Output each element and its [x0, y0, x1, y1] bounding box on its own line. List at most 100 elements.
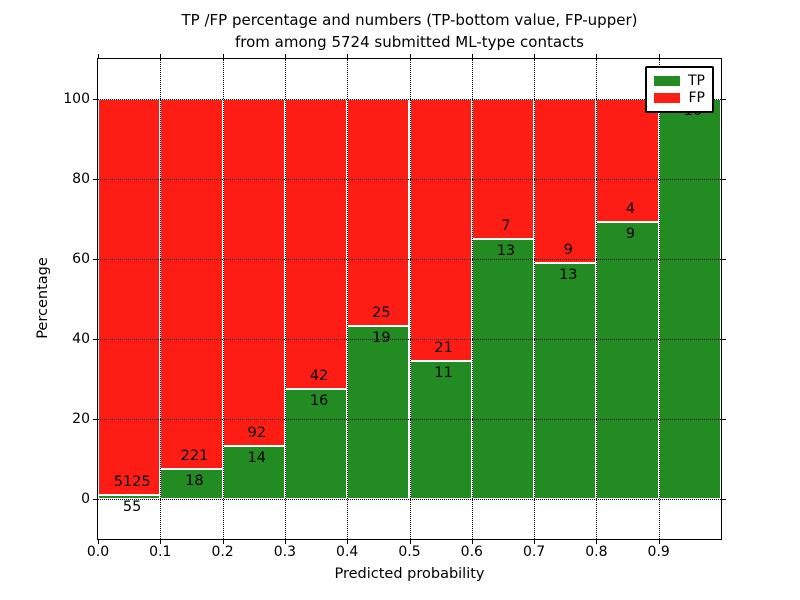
x-tick-mark: [596, 540, 598, 544]
y-tick-mark: [93, 99, 97, 100]
y-tick-mark-right: [722, 99, 726, 100]
bar-segment-tp: [347, 326, 410, 499]
y-tick-label: 60: [72, 251, 90, 267]
y-tick-mark-right: [722, 339, 726, 340]
x-tick-mark: [534, 540, 536, 544]
y-tick-mark-right: [722, 499, 726, 500]
y-tick-mark: [93, 339, 97, 340]
legend-entry-fp: FP: [654, 90, 705, 106]
x-tick-label: 0.3: [273, 544, 297, 560]
legend: TP FP: [645, 66, 714, 113]
x-tick-mark: [347, 540, 349, 544]
y-axis-label: Percentage: [35, 257, 51, 339]
bar-segment-tp: [596, 222, 659, 499]
x-tick-mark-top: [284, 54, 286, 58]
y-tick-mark-right: [722, 419, 726, 420]
tp-count-label: 9: [625, 226, 636, 243]
x-tick-mark-top: [409, 54, 411, 58]
x-tick-mark: [409, 540, 411, 544]
x-tick-label: 0.5: [398, 544, 421, 560]
bar-segment-fp: [534, 99, 597, 263]
x-tick-label: 0.6: [460, 544, 483, 560]
fp-count-label: 4: [625, 201, 636, 218]
plot-area: TP FP 5125 55 221 18 92 14 42 16 25 19 21 11 7 13 9 13 4…: [97, 58, 722, 540]
x-tick-label: 0.0: [86, 544, 110, 560]
y-tick-mark-right: [722, 259, 726, 260]
y-tick-label: 20: [72, 411, 90, 427]
gridline-vertical: [284, 59, 286, 539]
x-tick-mark: [160, 540, 162, 544]
tp-count-label: 16: [309, 392, 329, 409]
x-tick-label: 0.9: [647, 544, 670, 560]
bar-segment-tp: [284, 388, 348, 499]
bar-segment-fp: [160, 99, 223, 469]
tp-count-label: 19: [372, 330, 391, 347]
legend-label-tp: TP: [688, 73, 705, 90]
x-tick-mark: [658, 540, 660, 544]
x-tick-mark-top: [658, 54, 660, 58]
bar-segment-fp: [222, 99, 285, 447]
x-tick-label: 0.1: [149, 544, 172, 560]
x-tick-mark-top: [471, 54, 473, 58]
gridline-vertical: [347, 59, 349, 539]
x-tick-mark-top: [347, 54, 349, 58]
tp-count-label: 18: [185, 472, 204, 489]
x-tick-mark-top: [596, 54, 598, 58]
bar-segment-fp: [98, 99, 161, 495]
x-tick-mark-top: [534, 54, 536, 58]
bar-segment-tp: [98, 494, 161, 499]
tp-count-label: 13: [496, 243, 516, 259]
legend-swatch-fp-icon: [654, 92, 680, 103]
x-tick-label: 0.2: [211, 544, 234, 560]
tp-count-label: 13: [559, 266, 578, 283]
x-axis-label: Predicted probability: [334, 566, 485, 582]
fp-count-label: 7: [501, 218, 511, 234]
y-tick-label: 40: [72, 331, 90, 347]
fp-count-label: 42: [309, 367, 329, 384]
bar-segment-tp: [471, 239, 535, 499]
bar-segment-fp: [347, 99, 410, 327]
x-tick-mark-top: [160, 54, 162, 58]
x-tick-label: 0.8: [585, 544, 608, 560]
fp-count-label: 9: [563, 241, 573, 258]
bar-segment-tp: [658, 99, 721, 499]
x-tick-label: 0.4: [336, 544, 359, 560]
fp-count-label: 221: [180, 447, 209, 464]
bar-segment-fp: [409, 99, 472, 362]
y-tick-label: 80: [72, 171, 90, 187]
tp-count-label: 11: [434, 365, 453, 382]
fp-count-label: 92: [247, 425, 266, 442]
legend-label-fp: FP: [688, 89, 706, 106]
bar-segment-tp: [534, 262, 597, 499]
tp-count-label: 14: [247, 450, 266, 467]
y-tick-mark: [93, 259, 97, 260]
bar-segment-tp: [160, 468, 223, 499]
x-tick-mark-top: [222, 54, 224, 58]
y-tick-label: 100: [63, 91, 90, 107]
gridline-vertical: [596, 59, 598, 539]
x-tick-label: 0.7: [522, 544, 546, 560]
chart-title-line2: from among 5724 submitted ML-type contac…: [235, 33, 584, 51]
x-tick-mark-top: [98, 54, 99, 58]
legend-swatch-tp-icon: [654, 76, 680, 87]
gridline-vertical: [409, 59, 411, 539]
legend-entry-tp: TP: [654, 73, 705, 89]
bar-segment-tp: [409, 361, 472, 499]
y-tick-label: 0: [81, 491, 90, 507]
y-tick-mark: [93, 499, 97, 500]
x-tick-mark: [222, 540, 224, 544]
gridline-vertical: [471, 59, 473, 539]
gridline-vertical: [534, 59, 536, 539]
x-tick-mark: [98, 540, 99, 544]
gridline-vertical: [658, 59, 660, 539]
fp-count-label: 5125: [113, 473, 151, 490]
bar-segment-fp: [284, 99, 348, 389]
x-tick-mark: [284, 540, 286, 544]
y-tick-mark-right: [722, 179, 726, 180]
chart-title: TP /FP percentage and numbers (TP-bottom…: [97, 9, 722, 53]
gridline-vertical: [222, 59, 224, 539]
gridline-vertical: [160, 59, 162, 539]
chart-title-line1: TP /FP percentage and numbers (TP-bottom…: [181, 11, 638, 29]
fp-count-label: 21: [434, 340, 453, 357]
